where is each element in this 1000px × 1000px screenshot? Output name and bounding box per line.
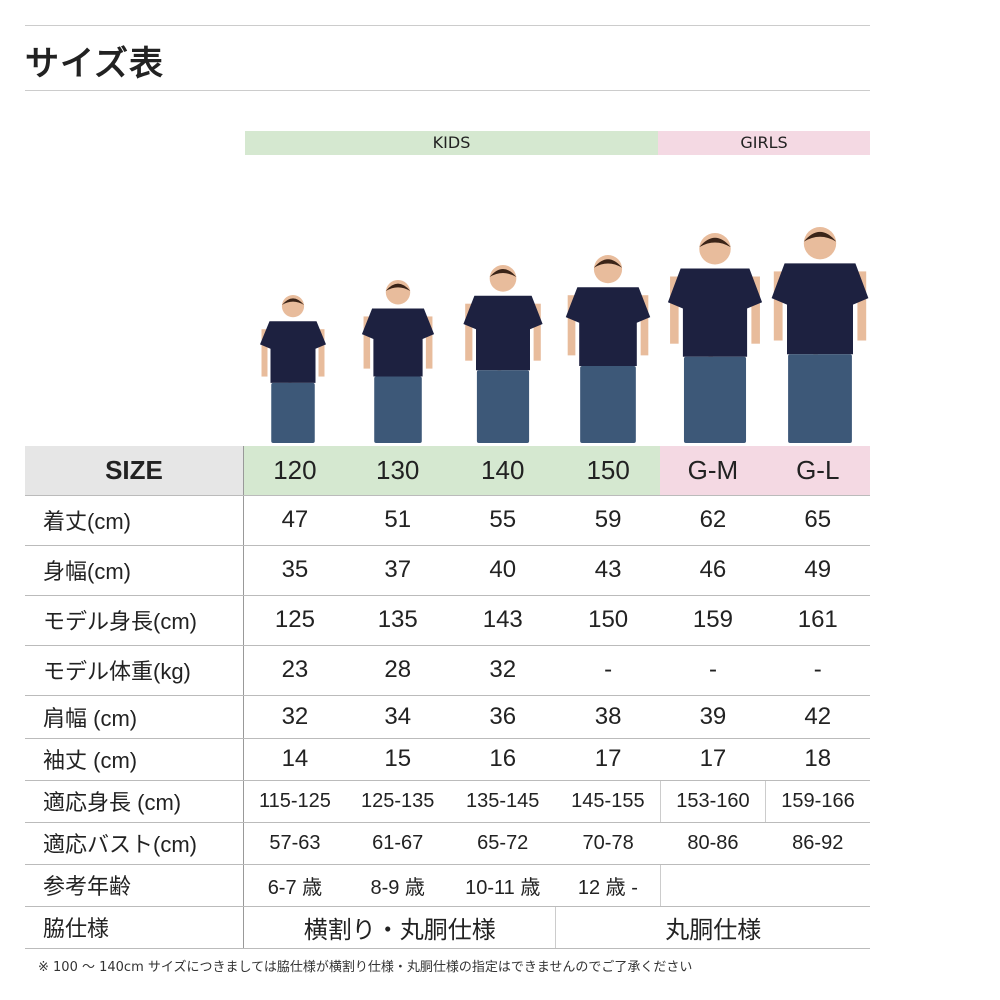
side-spec-cell: 横割り・丸胴仕様 — [243, 906, 556, 949]
table-cell: 80-86 — [660, 822, 766, 865]
table-cell: 8-9 歳 — [345, 864, 450, 907]
table-cell: 17 — [660, 738, 766, 781]
table-cell: 135-145 — [449, 780, 556, 823]
table-cell: 43 — [555, 545, 661, 596]
table-cell: 32 — [449, 645, 556, 696]
table-cell: 16 — [449, 738, 556, 781]
table-cell: 40 — [449, 545, 556, 596]
model-figure — [565, 255, 651, 443]
row-label: 身幅(cm) — [25, 545, 244, 596]
table-cell: 34 — [345, 695, 450, 739]
size-header-row: SIZE 120 130 140 150 G-M G-L — [25, 446, 870, 496]
table-cell: 70-78 — [555, 822, 661, 865]
table-cell — [659, 864, 870, 907]
top-divider — [25, 25, 870, 26]
size-header-cell: 120 — [243, 446, 346, 496]
model-photos — [260, 227, 869, 443]
table-cell: 42 — [765, 695, 870, 739]
table-cell: 159 — [660, 595, 766, 646]
size-header-label: SIZE — [25, 446, 244, 496]
size-header-cell: G-L — [765, 446, 870, 496]
table-cell: 28 — [345, 645, 450, 696]
table-cell: 65 — [765, 495, 870, 546]
table-row: 適応身長 (cm) 115-125 125-135 135-145 145-155 153… — [25, 780, 870, 823]
footnote: ※ 100 ～ 140cm サイズにつきましては脇仕様が横割り仕様・丸胴仕様の指… — [38, 960, 693, 975]
table-cell: 86-92 — [765, 822, 870, 865]
kids-group-label: KIDS — [245, 131, 658, 155]
size-header-cell: 130 — [345, 446, 450, 496]
table-cell: 61-67 — [345, 822, 450, 865]
side-spec-cell: 丸胴仕様 — [555, 906, 870, 949]
size-header-cell: G-M — [660, 446, 766, 496]
girls-group-label: GIRLS — [658, 131, 870, 155]
table-cell: 143 — [449, 595, 556, 646]
table-cell: 32 — [243, 695, 346, 739]
model-figure — [361, 280, 435, 443]
row-label: 参考年齢 — [25, 864, 244, 907]
table-cell: 10-11 歳 — [449, 864, 556, 907]
size-header-cell: 150 — [555, 446, 661, 496]
table-cell: 49 — [765, 545, 870, 596]
table-cell: 153-160 — [659, 780, 766, 823]
table-cell: 18 — [765, 738, 870, 781]
row-label: 適応身長 (cm) — [25, 780, 244, 823]
table-cell: 150 — [555, 595, 661, 646]
table-cell: - — [765, 645, 870, 696]
table-row: 袖丈 (cm) 14 15 16 17 17 18 — [25, 738, 870, 781]
model-figure — [260, 295, 326, 443]
table-cell: 23 — [243, 645, 346, 696]
table-row: モデル体重(kg) 23 28 32- - - — [25, 645, 870, 696]
table-row: 身幅(cm) 35 37 40 43 46 49 — [25, 545, 870, 596]
table-cell: 47 — [243, 495, 346, 546]
table-cell: 14 — [243, 738, 346, 781]
table-cell: 6-7 歳 — [243, 864, 346, 907]
table-cell: 36 — [449, 695, 556, 739]
table-cell: 65-72 — [449, 822, 556, 865]
table-cell: 62 — [660, 495, 766, 546]
row-label: 脇仕様 — [25, 906, 244, 949]
model-figure — [463, 265, 543, 443]
table-row: 参考年齢 6-7 歳 8-9 歳 10-11 歳 12 歳 - — [25, 864, 870, 907]
table-cell: 46 — [660, 545, 766, 596]
table-cell: 161 — [765, 595, 870, 646]
table-cell: 37 — [345, 545, 450, 596]
table-cell: 125-135 — [345, 780, 450, 823]
table-cell: - — [660, 645, 766, 696]
table-cell: 57-63 — [243, 822, 346, 865]
row-label: モデル身長(cm) — [25, 595, 244, 646]
page-title: サイズ表 — [25, 44, 164, 84]
table-cell: 12 歳 - — [555, 864, 661, 907]
table-cell: 38 — [555, 695, 661, 739]
row-label: 袖丈 (cm) — [25, 738, 244, 781]
row-label: 適応バスト(cm) — [25, 822, 244, 865]
model-figure — [771, 227, 869, 443]
table-cell: 35 — [243, 545, 346, 596]
table-row: 着丈(cm) 47 51 55 59 62 65 — [25, 495, 870, 546]
table-row: 適応バスト(cm) 57-63 61-67 65-72 70-78 80-86 86-92 — [25, 822, 870, 865]
model-figure — [667, 233, 763, 443]
table-row: モデル身長(cm) 125 135 143 150 159 161 — [25, 595, 870, 646]
row-label: 肩幅 (cm) — [25, 695, 244, 739]
size-header-cell: 140 — [449, 446, 556, 496]
title-divider — [25, 90, 870, 91]
table-cell: - — [555, 645, 661, 696]
table-cell: 125 — [243, 595, 346, 646]
table-cell: 55 — [449, 495, 556, 546]
table-cell: 17 — [555, 738, 661, 781]
table-cell: 135 — [345, 595, 450, 646]
table-cell: 145-155 — [555, 780, 661, 823]
table-cell: 159-166 — [765, 780, 870, 823]
table-row: 肩幅 (cm) 32 34 36 38 39 42 — [25, 695, 870, 739]
table-row: 脇仕様 横割り・丸胴仕様 丸胴仕様 — [25, 906, 870, 949]
table-cell: 51 — [345, 495, 450, 546]
table-cell: 59 — [555, 495, 661, 546]
row-label: 着丈(cm) — [25, 495, 244, 546]
table-cell: 115-125 — [243, 780, 346, 823]
size-table: SIZE 120 130 140 150 G-M G-L 着丈(cm) 47 51 55 59 62 65… — [25, 446, 870, 949]
row-label: モデル体重(kg) — [25, 645, 244, 696]
table-cell: 39 — [660, 695, 766, 739]
table-cell: 15 — [345, 738, 450, 781]
